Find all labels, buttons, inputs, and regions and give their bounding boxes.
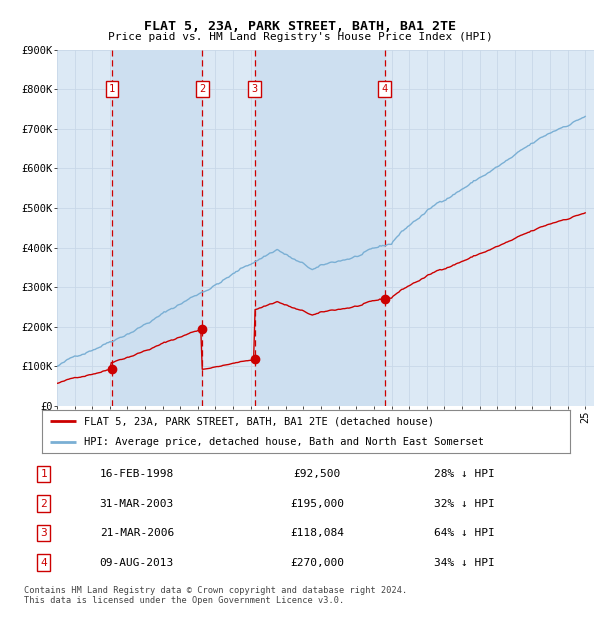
Text: FLAT 5, 23A, PARK STREET, BATH, BA1 2TE: FLAT 5, 23A, PARK STREET, BATH, BA1 2TE	[144, 20, 456, 33]
Text: 4: 4	[40, 557, 47, 567]
Text: 09-AUG-2013: 09-AUG-2013	[100, 557, 174, 567]
Text: 2: 2	[40, 498, 47, 508]
Text: £92,500: £92,500	[293, 469, 341, 479]
Text: 16-FEB-1998: 16-FEB-1998	[100, 469, 174, 479]
Text: FLAT 5, 23A, PARK STREET, BATH, BA1 2TE (detached house): FLAT 5, 23A, PARK STREET, BATH, BA1 2TE …	[84, 417, 434, 427]
Text: 1: 1	[109, 84, 115, 94]
Text: 28% ↓ HPI: 28% ↓ HPI	[434, 469, 494, 479]
Text: 3: 3	[251, 84, 257, 94]
Text: 21-MAR-2006: 21-MAR-2006	[100, 528, 174, 538]
Text: 3: 3	[40, 528, 47, 538]
Text: 64% ↓ HPI: 64% ↓ HPI	[434, 528, 494, 538]
Text: HPI: Average price, detached house, Bath and North East Somerset: HPI: Average price, detached house, Bath…	[84, 436, 484, 446]
Text: This data is licensed under the Open Government Licence v3.0.: This data is licensed under the Open Gov…	[24, 596, 344, 606]
Text: Contains HM Land Registry data © Crown copyright and database right 2024.: Contains HM Land Registry data © Crown c…	[24, 586, 407, 595]
Text: Price paid vs. HM Land Registry's House Price Index (HPI): Price paid vs. HM Land Registry's House …	[107, 32, 493, 42]
Text: £118,084: £118,084	[290, 528, 344, 538]
Bar	[112, 50, 202, 406]
Text: 31-MAR-2003: 31-MAR-2003	[100, 498, 174, 508]
Text: 32% ↓ HPI: 32% ↓ HPI	[434, 498, 494, 508]
Text: 2: 2	[199, 84, 205, 94]
Text: 34% ↓ HPI: 34% ↓ HPI	[434, 557, 494, 567]
Text: 1: 1	[40, 469, 47, 479]
Text: £195,000: £195,000	[290, 498, 344, 508]
Text: 4: 4	[382, 84, 388, 94]
Text: £270,000: £270,000	[290, 557, 344, 567]
Bar	[254, 50, 385, 406]
